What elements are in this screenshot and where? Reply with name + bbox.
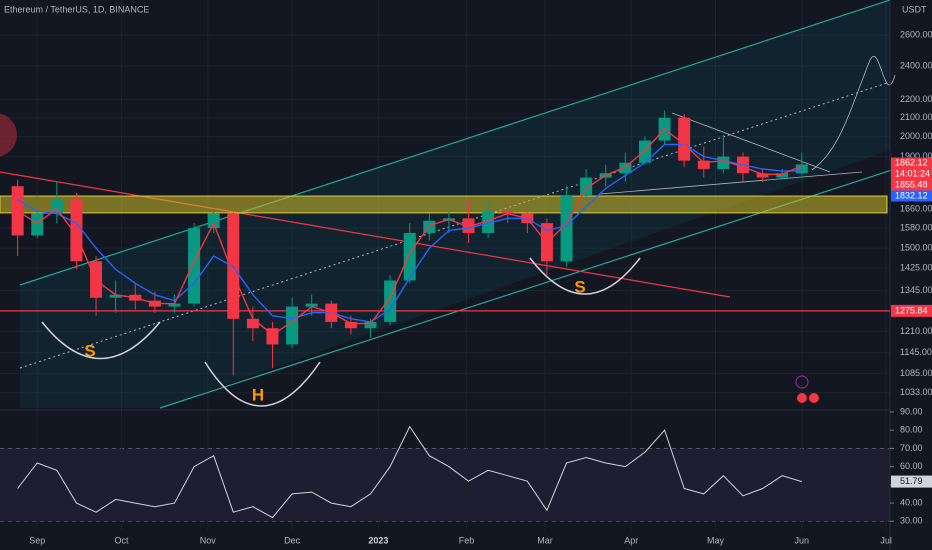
candle-body — [462, 218, 475, 233]
y-tick-label: 1425.00 — [900, 262, 932, 272]
x-tick-label: Jul — [880, 535, 892, 545]
arc-left — [41, 321, 161, 360]
rsi-tick-label: 70.00 — [900, 443, 923, 453]
rsi-line — [17, 425, 802, 519]
candle-body — [560, 195, 573, 262]
rsi-tick-label: 40.00 — [900, 497, 923, 507]
x-tick-label: Mar — [537, 535, 553, 545]
candle-body — [619, 162, 632, 174]
price-tag-label: 14:01:24 — [895, 168, 930, 178]
candle-body — [207, 213, 220, 229]
icon — [809, 393, 819, 403]
rsi-tick-label: 30.00 — [900, 516, 923, 526]
ma-fast — [17, 128, 803, 336]
pattern-label: S — [574, 277, 585, 296]
x-tick-label: Apr — [624, 535, 638, 545]
trend-line — [0, 171, 731, 298]
price-tag-label: 1855.48 — [895, 179, 928, 189]
icon — [797, 393, 807, 403]
candle-body — [678, 117, 691, 161]
x-tick-label: Oct — [115, 535, 130, 545]
candle-body — [697, 160, 710, 170]
price-tag-label: 1832.12 — [895, 190, 928, 200]
candle-body — [188, 228, 201, 304]
y-tick-label: 1145.00 — [900, 347, 932, 357]
rsi-tick-label: 80.00 — [900, 425, 923, 435]
channel-upper — [19, 0, 891, 286]
y-tick-label: 2600.00 — [900, 29, 932, 39]
candle-body — [638, 140, 651, 163]
price-tag — [891, 304, 932, 317]
rsi-band — [0, 448, 890, 522]
candle-body — [168, 303, 181, 307]
y-tick-label: 1900.00 — [900, 151, 932, 161]
icon — [795, 375, 809, 389]
x-tick-label: 2023 — [368, 535, 388, 545]
candle-body — [795, 164, 808, 174]
supply-zone — [0, 195, 888, 214]
candle-body — [50, 199, 63, 214]
y-tick-label: 2000.00 — [900, 131, 932, 141]
candle-body — [344, 321, 357, 329]
quote-currency: USDT — [902, 4, 927, 14]
chart-title: Ethereum / TetherUS, 1D, BINANCE — [4, 4, 149, 14]
y-tick-label: 1085.00 — [900, 368, 932, 378]
y-tick-label: 1660.00 — [900, 203, 932, 213]
y-tick-label: 2200.00 — [900, 94, 932, 104]
candle-body — [501, 211, 514, 214]
y-tick-label: 1033.00 — [900, 387, 932, 397]
y-tick-label: 2100.00 — [900, 112, 932, 122]
candle-body — [482, 211, 495, 233]
rsi-tick-label: 60.00 — [900, 461, 923, 471]
candle-body — [364, 321, 377, 329]
y-tick-label: 2400.00 — [900, 60, 932, 70]
candle-body — [109, 294, 122, 298]
y-tick-label: 1210.00 — [900, 326, 932, 336]
y-tick-label: 1580.00 — [900, 222, 932, 232]
candle-body — [11, 186, 24, 236]
candle-body — [717, 156, 730, 170]
candle-body — [403, 232, 416, 281]
y-tick-label: 1345.00 — [900, 285, 932, 295]
candle-body — [756, 173, 769, 178]
price-tag-label: 1862.12 — [895, 157, 928, 167]
rsi-tag — [891, 475, 932, 488]
arc-head — [204, 361, 321, 407]
x-tick-label: Dec — [284, 535, 301, 545]
triangle-bottom — [599, 171, 863, 195]
x-tick-label: Nov — [200, 535, 217, 545]
price-tag — [891, 157, 932, 169]
candle-body — [31, 213, 44, 236]
x-tick-label: May — [707, 535, 725, 545]
marker-circle — [0, 113, 17, 157]
candle-body — [70, 199, 83, 262]
candle-body — [776, 173, 789, 178]
triangle-top — [671, 112, 831, 173]
candle-body — [246, 318, 259, 329]
rsi-tick-label: 90.00 — [900, 406, 923, 416]
candle-body — [305, 303, 318, 307]
pattern-label: H — [252, 385, 264, 404]
level-label: 1275.84 — [895, 305, 928, 315]
arc-right — [529, 257, 641, 295]
candle-body — [286, 306, 299, 345]
x-tick-label: Feb — [459, 535, 475, 545]
price-tag — [891, 168, 932, 180]
price-tag — [891, 179, 932, 191]
candle-body — [580, 177, 593, 196]
projection — [811, 56, 896, 171]
x-tick-label: Sep — [29, 535, 45, 545]
ma-slow — [17, 143, 802, 323]
x-tick-label: Jun — [795, 535, 810, 545]
y-tick-label: 1500.00 — [900, 243, 932, 253]
pattern-label: S — [84, 341, 95, 360]
price-tag — [891, 190, 932, 202]
rsi-tag-label: 51.79 — [900, 476, 923, 486]
